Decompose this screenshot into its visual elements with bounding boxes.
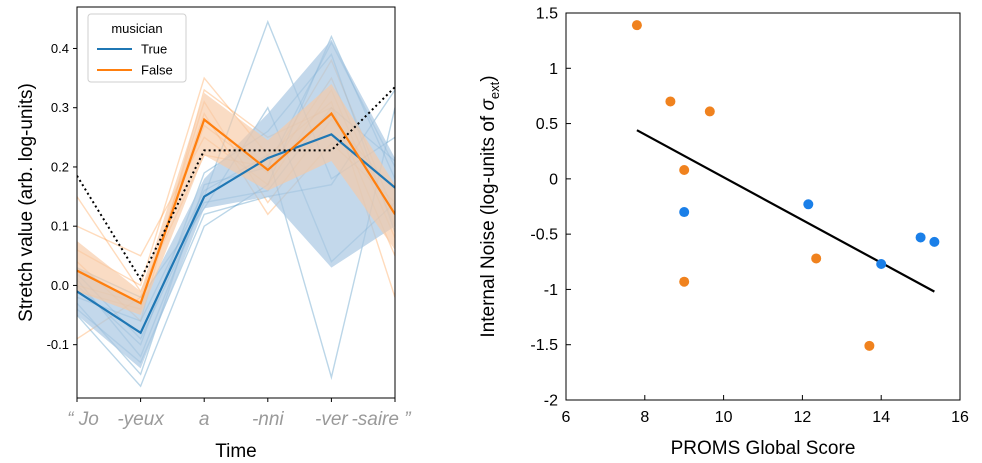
scatter-points	[631, 20, 940, 351]
right-x-tick-label: 16	[951, 409, 969, 426]
legend-title: musician	[111, 21, 162, 36]
right-y-tick-label: -1	[544, 282, 558, 299]
reference-line-group	[77, 86, 395, 282]
orange-data-point	[704, 106, 715, 117]
blue-data-point	[803, 199, 814, 210]
left-x-word-label: -saire ”	[351, 409, 412, 430]
right-y-axis-title-close: )	[478, 75, 499, 81]
right-y-tick-label: -0.5	[530, 227, 558, 244]
false-mean-line	[77, 111, 395, 305]
true-mean-line	[77, 133, 395, 335]
right-x-tick-label: 8	[640, 409, 649, 426]
left-plot-frame	[76, 6, 396, 399]
right-y-ticks: -2 -1.5 -1 -0.5 0 0.5 1 1.5	[530, 6, 571, 410]
right-y-tick-label: -2	[544, 393, 558, 410]
left-y-axis-title: Stretch value (arb. log-units)	[16, 83, 37, 322]
left-x-word-label: -nni	[252, 409, 284, 430]
left-y-tick-label: 0.3	[51, 100, 69, 115]
right-y-tick-label: 1.5	[536, 6, 558, 23]
legend-box	[87, 13, 187, 83]
orange-data-point	[631, 20, 642, 31]
right-x-ticks: 6 8 10 12 14 16	[562, 395, 969, 426]
confidence-bands	[77, 39, 395, 369]
orange-data-point	[679, 165, 690, 176]
orange-data-point	[811, 253, 822, 264]
right-chart-panel: -2 -1.5 -1 -0.5 0 0.5 1 1.5 6 8 10 12 14 16 PROMS Gl…	[478, 6, 969, 460]
right-y-axis-title-sigma: σ	[478, 98, 499, 111]
legend-entry-false: False	[141, 63, 173, 78]
left-x-word-labels: “ Jo -yeux a -nni -ver -saire ”	[67, 398, 412, 430]
left-y-ticks: -0.1 0.0 0.1 0.2 0.3 0.4	[47, 41, 77, 352]
right-x-tick-label: 12	[794, 409, 812, 426]
left-x-word-label: a	[199, 409, 210, 430]
orange-data-point	[665, 96, 676, 107]
left-y-tick-label: -0.1	[47, 337, 69, 352]
left-x-word-label: “ Jo	[67, 409, 99, 430]
left-x-word-label: -yeux	[117, 409, 165, 430]
right-x-tick-label: 10	[715, 409, 733, 426]
blue-data-point	[679, 207, 690, 218]
left-y-tick-label: 0.0	[51, 278, 69, 293]
true-confidence-band	[77, 39, 395, 369]
blue-data-point	[915, 232, 926, 243]
blue-data-point	[876, 258, 887, 269]
mean-lines	[77, 111, 395, 335]
right-x-tick-label: 6	[562, 409, 571, 426]
left-y-tick-label: 0.4	[51, 41, 69, 56]
right-plot-frame	[565, 12, 961, 401]
right-y-axis-title-sub: ext	[487, 81, 502, 99]
right-y-axis-title-main: Internal Noise (log-units of	[478, 111, 499, 338]
right-x-tick-label: 14	[872, 409, 890, 426]
right-y-tick-label: 0.5	[536, 116, 558, 133]
orange-data-point	[864, 340, 875, 351]
right-x-axis-title: PROMS Global Score	[671, 438, 856, 459]
right-y-tick-label: 1	[549, 61, 558, 78]
orange-data-point	[679, 276, 690, 287]
blue-data-point	[929, 236, 940, 247]
left-x-word-label: -ver	[315, 409, 348, 430]
left-y-tick-label: 0.1	[51, 219, 69, 234]
left-x-axis-title: Time	[215, 441, 257, 462]
right-y-tick-label: -1.5	[530, 337, 558, 354]
right-y-tick-label: 0	[549, 171, 558, 188]
left-y-tick-label: 0.2	[51, 159, 69, 174]
reference-dotted-line	[77, 86, 395, 282]
right-y-axis-title: Internal Noise (log-units of σext)	[478, 75, 502, 337]
legend-entry-true: True	[141, 42, 167, 57]
left-chart-panel: -0.1 0.0 0.1 0.2 0.3 0.4 “ Jo -yeux a -nni -ver -s…	[16, 6, 412, 462]
legend: musician True False	[87, 13, 187, 83]
